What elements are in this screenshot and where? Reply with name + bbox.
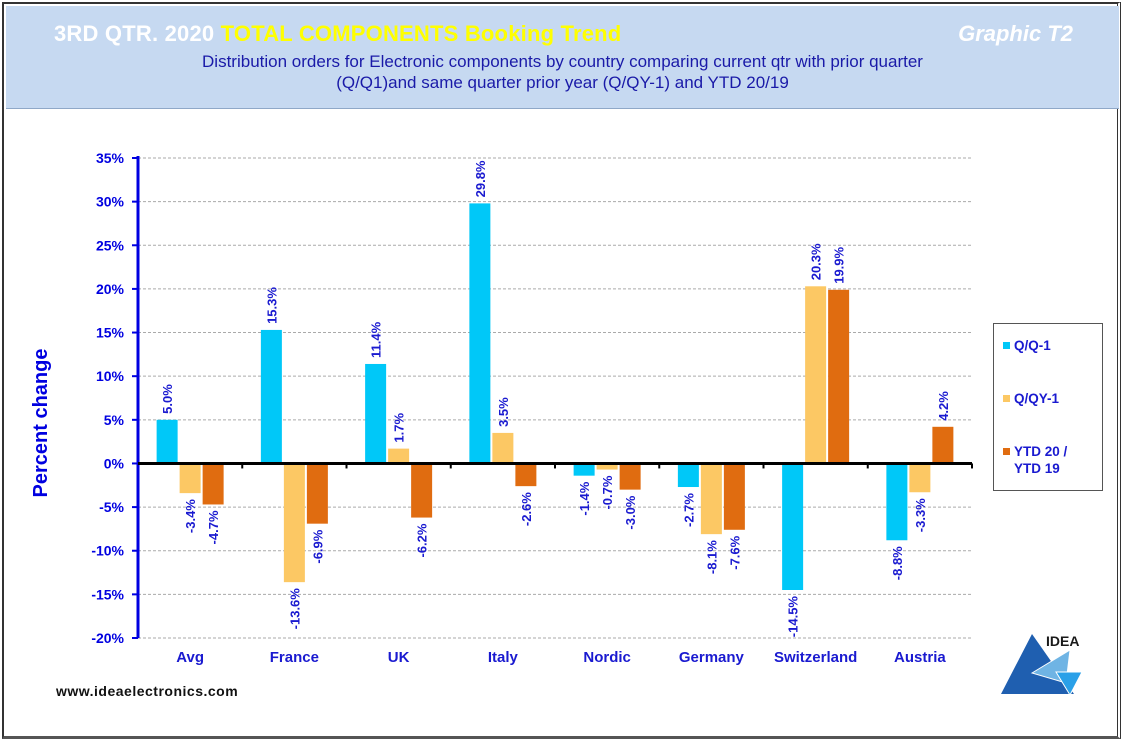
y-tick-label: 35% <box>96 150 125 166</box>
idea-logo: IDEA <box>1001 633 1083 697</box>
legend-label-ytd-2: YTD 19 <box>1014 461 1060 476</box>
y-tick-label: -15% <box>91 586 124 602</box>
data-label: 1.7% <box>392 413 407 443</box>
data-label: -2.7% <box>681 493 696 527</box>
bar-ytd-20-ytd-19-austria <box>932 426 954 464</box>
subtitle-line-2: (Q/Q1)and same quarter prior year (Q/QY-… <box>336 73 789 92</box>
x-tick-label: Austria <box>894 649 946 666</box>
y-tick-label: 10% <box>96 368 125 384</box>
data-label: -8.8% <box>890 546 905 580</box>
data-label: -6.9% <box>310 529 325 563</box>
data-label: 4.2% <box>936 391 951 421</box>
bar-ytd-20-ytd-19-france <box>306 463 328 524</box>
bar-q-qy-1-nordic <box>596 463 618 470</box>
y-tick-label: 5% <box>104 412 125 428</box>
data-label: 5.0% <box>160 384 175 414</box>
logo-text: IDEA <box>1046 633 1079 649</box>
y-tick-label: 25% <box>96 237 125 253</box>
x-tick-label: Nordic <box>583 649 631 666</box>
legend-swatch-qqy <box>1003 395 1010 402</box>
data-label: -0.7% <box>600 475 615 509</box>
legend-item-ytd: YTD 20 / YTD 19 <box>1003 443 1068 477</box>
bar-q-q-1-uk <box>365 363 387 464</box>
x-tick-label: France <box>270 649 319 666</box>
data-label: 29.8% <box>473 160 488 197</box>
bar-ytd-20-ytd-19-uk <box>411 463 433 518</box>
legend-label-ytd-1: YTD 20 / <box>1014 444 1068 459</box>
y-tick-label: 20% <box>96 281 125 297</box>
data-label: 3.5% <box>496 397 511 427</box>
data-label: -8.1% <box>704 540 719 574</box>
y-axis-title: Percent change <box>30 349 52 498</box>
bar-ytd-20-ytd-19-italy <box>515 463 537 487</box>
y-tick-label: 15% <box>96 325 125 341</box>
bar-ytd-20-ytd-19-avg <box>202 463 224 505</box>
data-label: -7.6% <box>727 535 742 569</box>
bar-q-qy-1-italy <box>492 432 514 464</box>
bar-q-q-1-switzerland <box>782 463 804 590</box>
bar-q-qy-1-france <box>283 463 305 583</box>
x-tick-label: Switzerland <box>774 649 857 666</box>
data-label: -3.4% <box>183 499 198 533</box>
website-url[interactable]: www.ideaelectronics.com <box>56 683 239 699</box>
title-highlight: TOTAL COMPONENTS Booking Trend <box>220 21 622 46</box>
data-label: 20.3% <box>809 243 824 280</box>
data-label: -13.6% <box>287 588 302 630</box>
bar-ytd-20-ytd-19-switzerland <box>828 289 850 464</box>
header-banner: 3RD QTR. 2020 TOTAL COMPONENTS Booking T… <box>6 6 1119 109</box>
title-prefix: 3RD QTR. 2020 <box>54 21 221 46</box>
bar-ytd-20-ytd-19-germany <box>723 463 745 530</box>
data-label: -2.6% <box>519 492 534 526</box>
y-tick-label: -10% <box>91 543 124 559</box>
logo-mid-triangle <box>1055 671 1083 697</box>
legend-item-qq: Q/Q-1 <box>1003 337 1051 354</box>
data-label: -6.2% <box>415 523 430 557</box>
bar-q-qy-1-germany <box>700 463 722 535</box>
data-label: -14.5% <box>786 596 801 638</box>
bar-ytd-20-ytd-19-nordic <box>619 463 641 490</box>
x-tick-label: UK <box>388 649 410 666</box>
chart-title: 3RD QTR. 2020 TOTAL COMPONENTS Booking T… <box>54 21 621 47</box>
subtitle-line-1: Distribution orders for Electronic compo… <box>202 52 923 71</box>
data-label: -3.0% <box>623 495 638 529</box>
bar-q-q-1-italy <box>469 203 491 464</box>
data-label: 15.3% <box>264 287 279 324</box>
data-label: -3.3% <box>913 498 928 532</box>
bar-q-q-1-nordic <box>573 463 595 476</box>
data-label: -1.4% <box>577 481 592 515</box>
legend-label-qq: Q/Q-1 <box>1014 338 1051 353</box>
chart-subtitle: Distribution orders for Electronic compo… <box>6 51 1119 93</box>
bar-q-qy-1-austria <box>909 463 931 493</box>
legend: Q/Q-1 Q/QY-1 YTD 20 / YTD 19 <box>993 323 1103 491</box>
legend-label-qqy: Q/QY-1 <box>1014 391 1060 406</box>
bar-q-qy-1-uk <box>388 448 410 464</box>
x-tick-label: Italy <box>488 649 519 666</box>
graphic-label: Graphic T2 <box>958 21 1073 46</box>
bar-q-q-1-france <box>260 329 282 464</box>
legend-swatch-qq <box>1003 342 1010 349</box>
bar-q-qy-1-avg <box>179 463 201 494</box>
bar-q-q-1-austria <box>886 463 908 541</box>
x-tick-label: Germany <box>679 649 745 666</box>
bar-q-qy-1-switzerland <box>805 286 827 464</box>
bar-q-q-1-avg <box>156 419 178 464</box>
data-label: 19.9% <box>832 246 847 283</box>
y-tick-label: -5% <box>99 499 124 515</box>
data-label: 11.4% <box>369 321 384 358</box>
y-tick-label: 30% <box>96 194 125 210</box>
legend-item-qqy: Q/QY-1 <box>1003 390 1060 407</box>
y-tick-label: 0% <box>104 455 125 471</box>
legend-swatch-ytd <box>1003 448 1010 455</box>
bar-q-q-1-germany <box>677 463 699 488</box>
y-tick-label: -20% <box>91 630 124 646</box>
x-tick-label: Avg <box>176 649 204 666</box>
data-label: -4.7% <box>206 510 221 544</box>
